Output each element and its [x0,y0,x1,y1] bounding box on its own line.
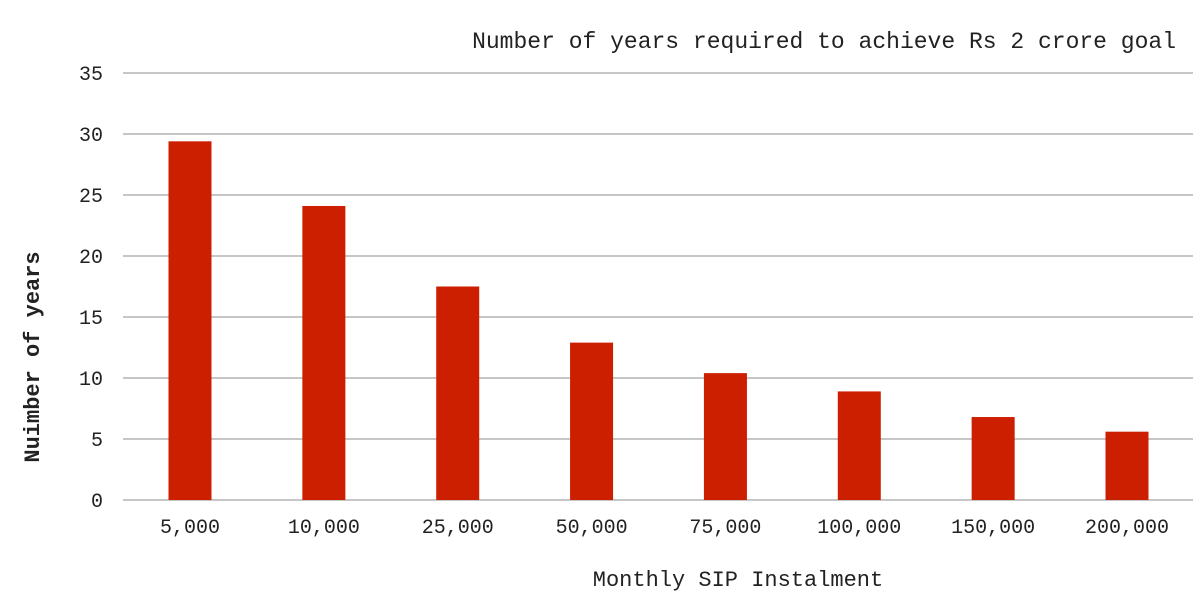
y-tick-label: 20 [79,247,103,270]
x-tick-label: 25,000 [422,517,494,540]
x-tick-label: 5,000 [160,517,220,540]
x-axis-ticks: 5,000 10,000 25,000 50,000 75,000 100,000 150,… [160,517,1169,540]
bar [570,342,614,500]
chart-title: Number of years required to achieve Rs 2… [472,29,1176,55]
y-tick-label: 30 [79,125,103,148]
bars [168,141,1149,501]
bar [302,205,346,501]
gridlines [123,72,1193,501]
bar [703,373,747,500]
x-tick-label: 10,000 [288,517,360,540]
x-axis-label: Monthly SIP Instalment [593,568,883,593]
y-tick-label: 35 [79,64,103,87]
y-tick-label: 15 [79,308,103,331]
y-axis-label: Nuimber of years [21,251,46,462]
y-axis-ticks: 0 5 10 15 20 25 30 35 [79,64,103,514]
y-tick-label: 10 [79,369,103,392]
y-tick-label: 5 [91,430,103,453]
bar [971,417,1015,500]
x-tick-label: 50,000 [556,517,628,540]
y-tick-label: 25 [79,186,103,209]
x-tick-label: 100,000 [817,517,901,540]
x-tick-label: 75,000 [689,517,761,540]
x-tick-label: 200,000 [1085,517,1169,540]
bar [1105,431,1149,500]
bar [168,141,212,500]
y-tick-label: 0 [91,491,103,514]
bar [436,286,480,500]
bar [837,391,881,500]
x-tick-label: 150,000 [951,517,1035,540]
